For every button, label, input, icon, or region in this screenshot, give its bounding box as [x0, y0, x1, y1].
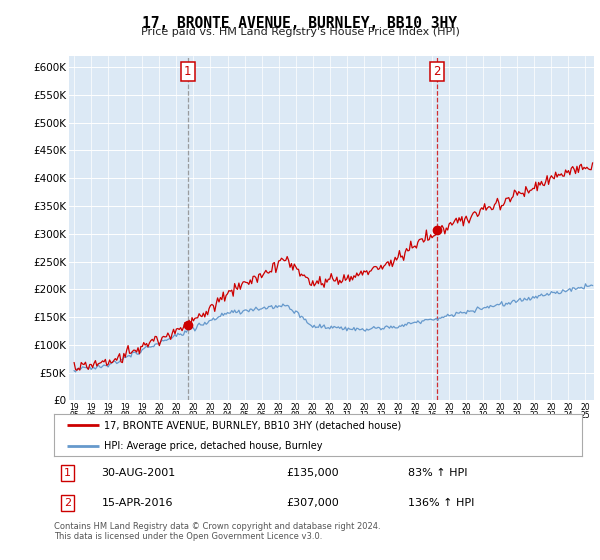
Text: 2: 2 — [433, 65, 441, 78]
Text: 17, BRONTE AVENUE, BURNLEY, BB10 3HY: 17, BRONTE AVENUE, BURNLEY, BB10 3HY — [143, 16, 458, 31]
Text: HPI: Average price, detached house, Burnley: HPI: Average price, detached house, Burn… — [104, 441, 323, 451]
Text: Contains HM Land Registry data © Crown copyright and database right 2024.
This d: Contains HM Land Registry data © Crown c… — [54, 522, 380, 542]
Text: 17, BRONTE AVENUE, BURNLEY, BB10 3HY (detached house): 17, BRONTE AVENUE, BURNLEY, BB10 3HY (de… — [104, 421, 401, 430]
Text: Price paid vs. HM Land Registry's House Price Index (HPI): Price paid vs. HM Land Registry's House … — [140, 27, 460, 37]
Text: £135,000: £135,000 — [286, 468, 339, 478]
Text: £307,000: £307,000 — [286, 498, 339, 508]
Text: 2: 2 — [64, 498, 71, 508]
Text: 1: 1 — [64, 468, 71, 478]
Text: 83% ↑ HPI: 83% ↑ HPI — [408, 468, 467, 478]
Text: 136% ↑ HPI: 136% ↑ HPI — [408, 498, 474, 508]
Text: 30-AUG-2001: 30-AUG-2001 — [101, 468, 176, 478]
Text: 1: 1 — [184, 65, 191, 78]
Text: 15-APR-2016: 15-APR-2016 — [101, 498, 173, 508]
